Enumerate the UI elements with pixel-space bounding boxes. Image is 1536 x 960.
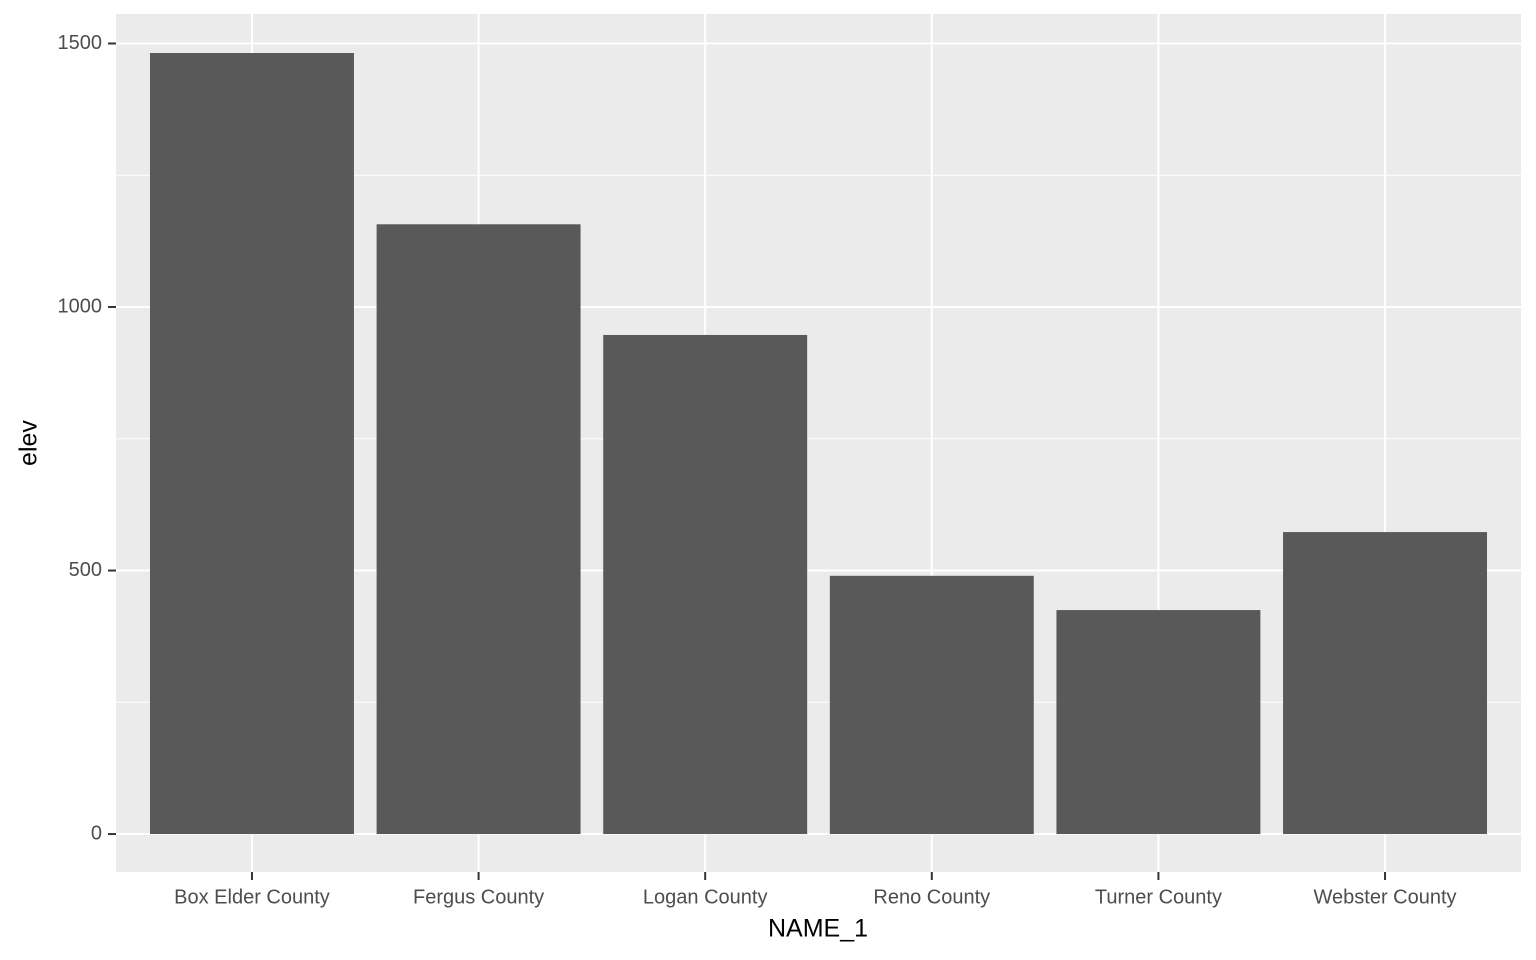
x-tick-label: Fergus County <box>413 886 544 908</box>
bar <box>1056 610 1261 835</box>
bar <box>603 334 808 835</box>
y-tick-label: 1000 <box>58 295 103 317</box>
x-tick-label: Turner County <box>1095 886 1222 908</box>
y-tick-label: 0 <box>91 822 102 844</box>
bar <box>376 224 581 835</box>
x-tick-label: Webster County <box>1314 886 1457 908</box>
x-tick-label: Box Elder County <box>174 886 330 908</box>
y-tick-label: 1500 <box>58 32 103 54</box>
x-tick-label: Logan County <box>643 886 768 908</box>
y-axis-title: elev <box>15 420 43 466</box>
bar <box>149 53 354 835</box>
bar <box>829 575 1034 835</box>
x-tick-label: Reno County <box>873 886 990 908</box>
y-tick-label: 500 <box>69 559 102 581</box>
x-axis-title: NAME_1 <box>768 915 868 943</box>
bar <box>1283 532 1488 835</box>
